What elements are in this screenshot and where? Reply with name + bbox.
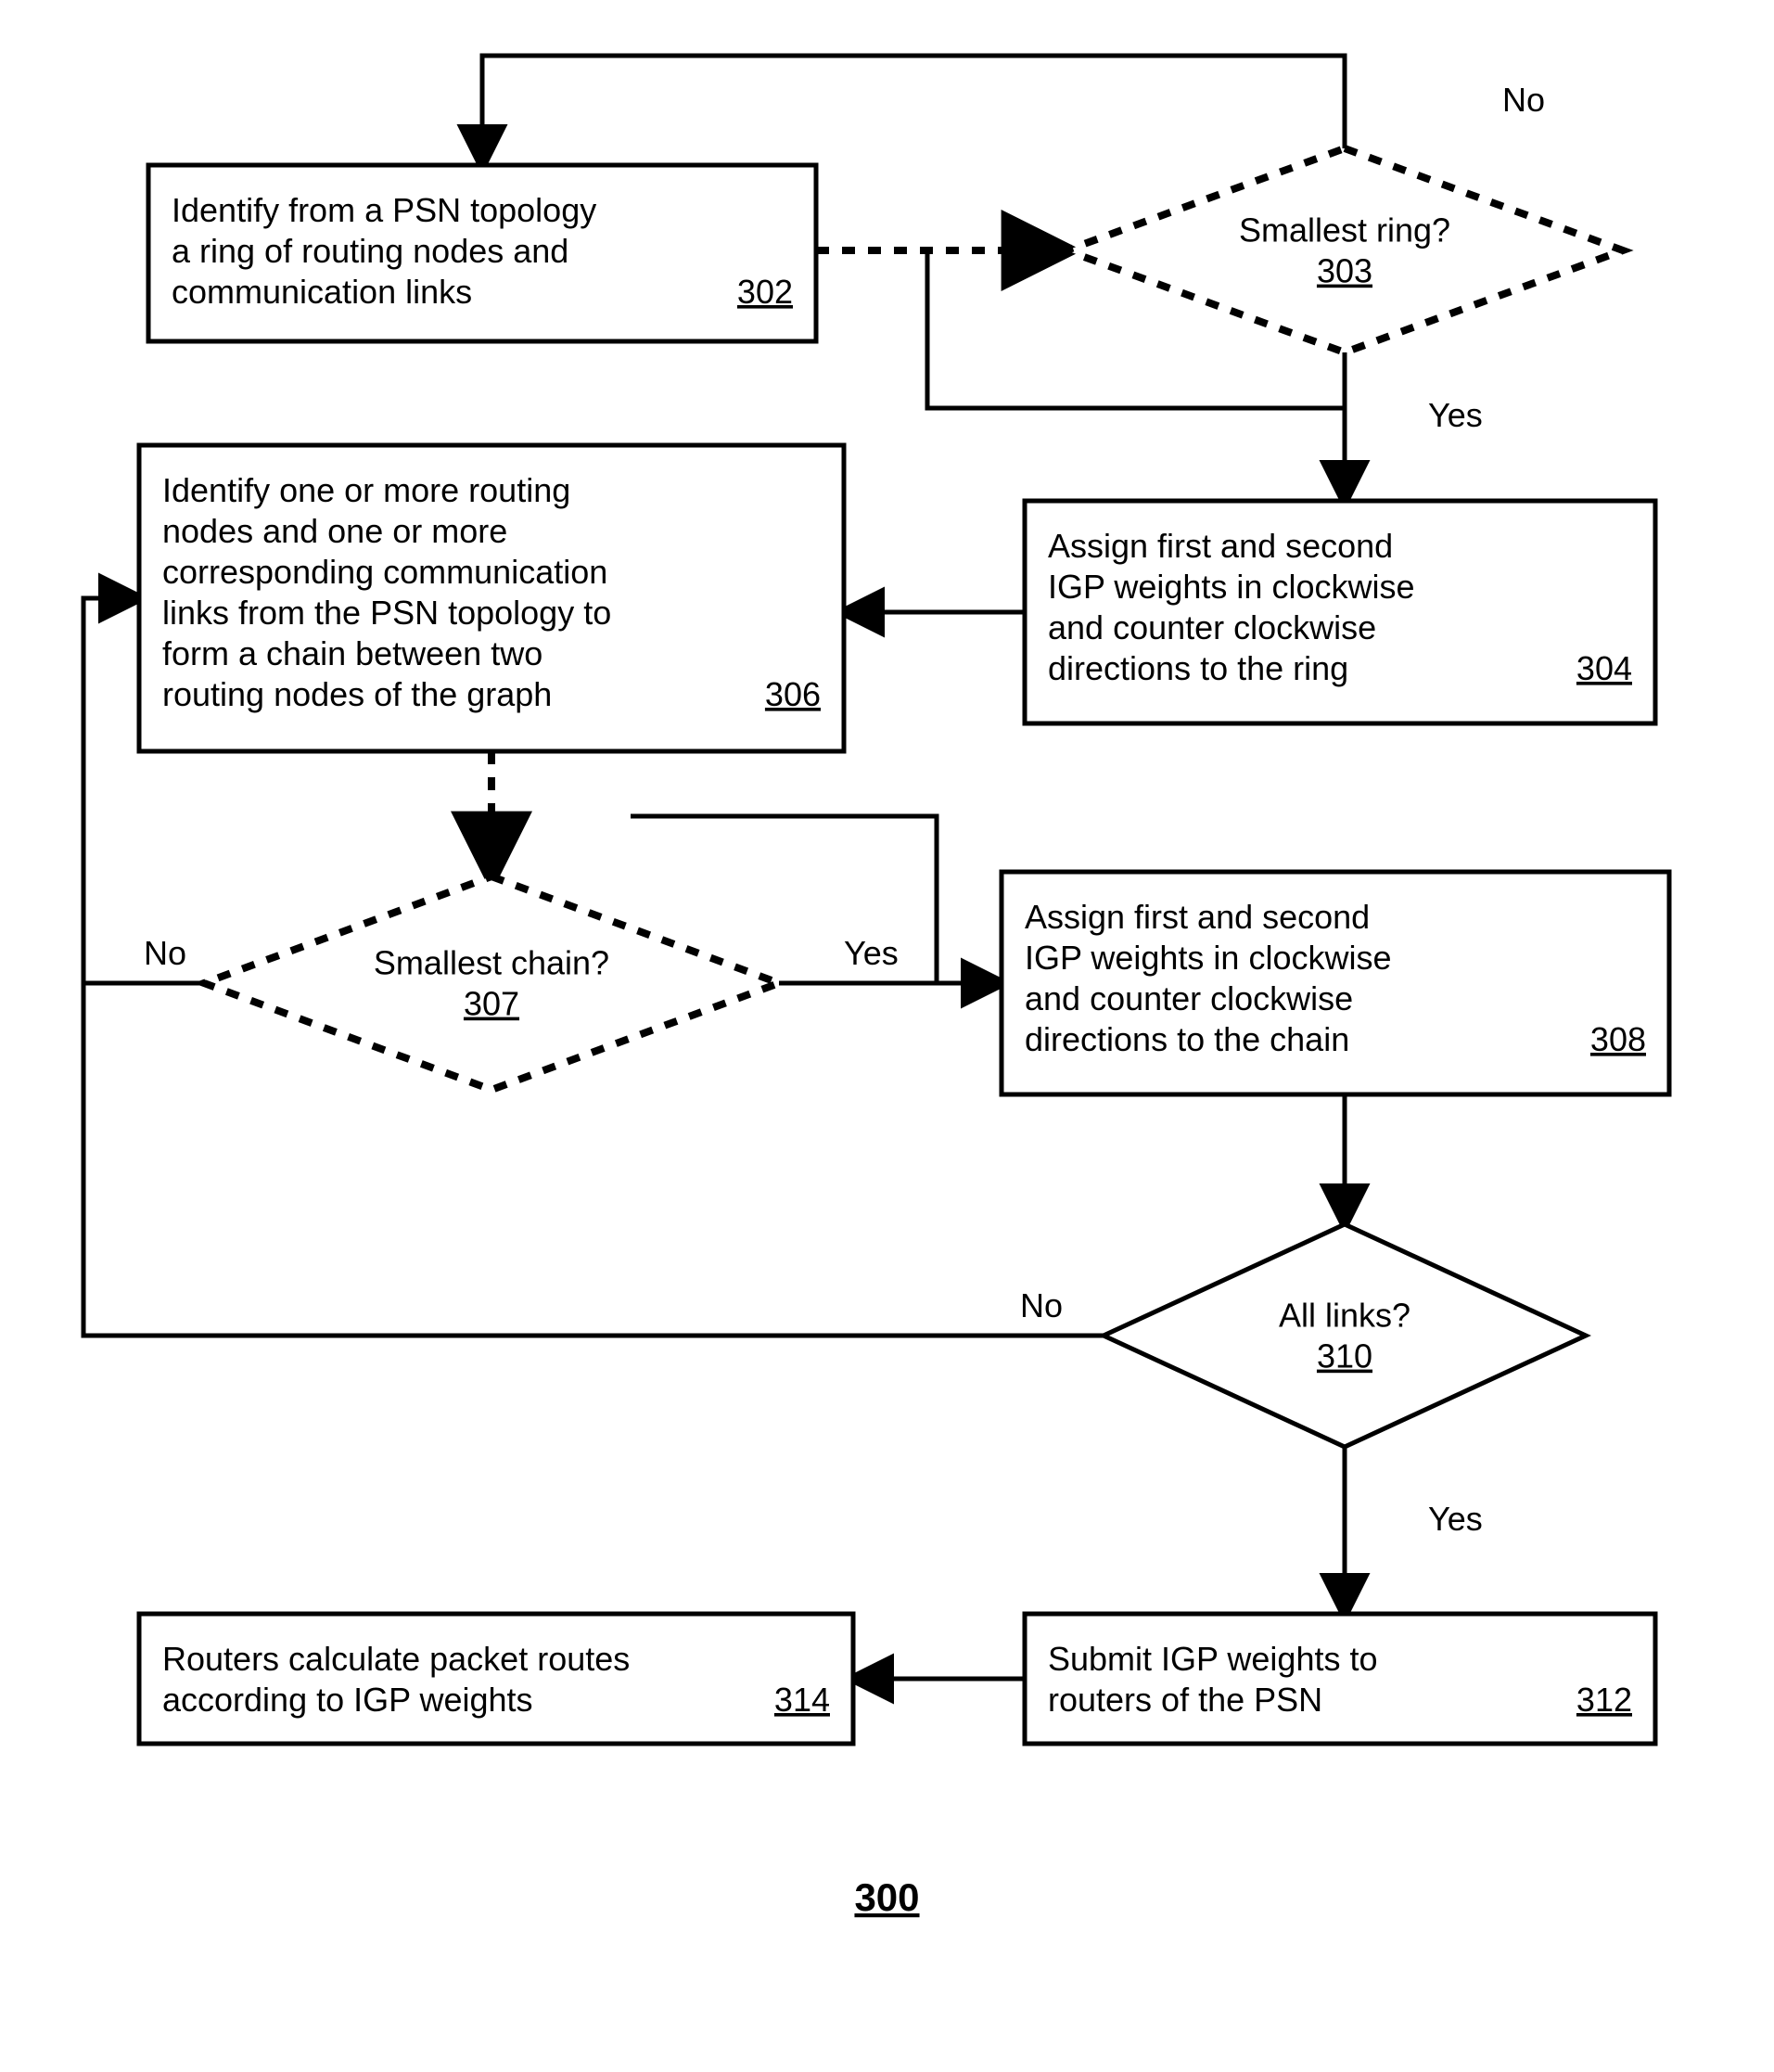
edge-label: No [1020, 1286, 1063, 1324]
svg-text:312: 312 [1576, 1681, 1632, 1719]
svg-text:302: 302 [737, 273, 793, 311]
edge-label: No [144, 934, 186, 972]
svg-text:Smallest ring?: Smallest ring? [1239, 211, 1450, 249]
node-n303: Smallest ring?303 [1066, 148, 1623, 352]
svg-text:308: 308 [1590, 1020, 1646, 1058]
figure-label: 300 [854, 1875, 919, 1919]
svg-text:307: 307 [464, 985, 519, 1023]
node-n314: Routers calculate packet routesaccording… [139, 1614, 853, 1744]
node-n306: Identify one or more routingnodes and on… [139, 445, 844, 751]
svg-text:Smallest chain?: Smallest chain? [374, 944, 609, 982]
edge-e303-yes-304: Yes [1345, 352, 1483, 501]
node-n308: Assign first and secondIGP weights in cl… [1002, 872, 1669, 1094]
edge-label: Yes [1428, 396, 1483, 434]
edge-label: No [1502, 81, 1545, 119]
node-n304: Assign first and secondIGP weights in cl… [1025, 501, 1655, 723]
edge-e303-no-302: No [482, 56, 1545, 165]
svg-text:304: 304 [1576, 649, 1632, 687]
edge-label: Yes [1428, 1500, 1483, 1538]
edge-e310-yes-312: Yes [1345, 1447, 1483, 1614]
svg-text:303: 303 [1317, 252, 1372, 290]
node-n312: Submit IGP weights torouters of the PSN3… [1025, 1614, 1655, 1744]
edge-label: Yes [844, 934, 899, 972]
node-n310: All links?310 [1104, 1224, 1586, 1447]
node-n302: Identify from a PSN topologya ring of ro… [148, 165, 816, 341]
edge-e307-yes-308: Yes [779, 934, 1002, 983]
svg-text:314: 314 [774, 1681, 830, 1719]
svg-text:All links?: All links? [1279, 1297, 1410, 1335]
svg-text:310: 310 [1317, 1337, 1372, 1375]
svg-text:306: 306 [765, 675, 821, 713]
node-n307: Smallest chain?307 [204, 876, 779, 1090]
